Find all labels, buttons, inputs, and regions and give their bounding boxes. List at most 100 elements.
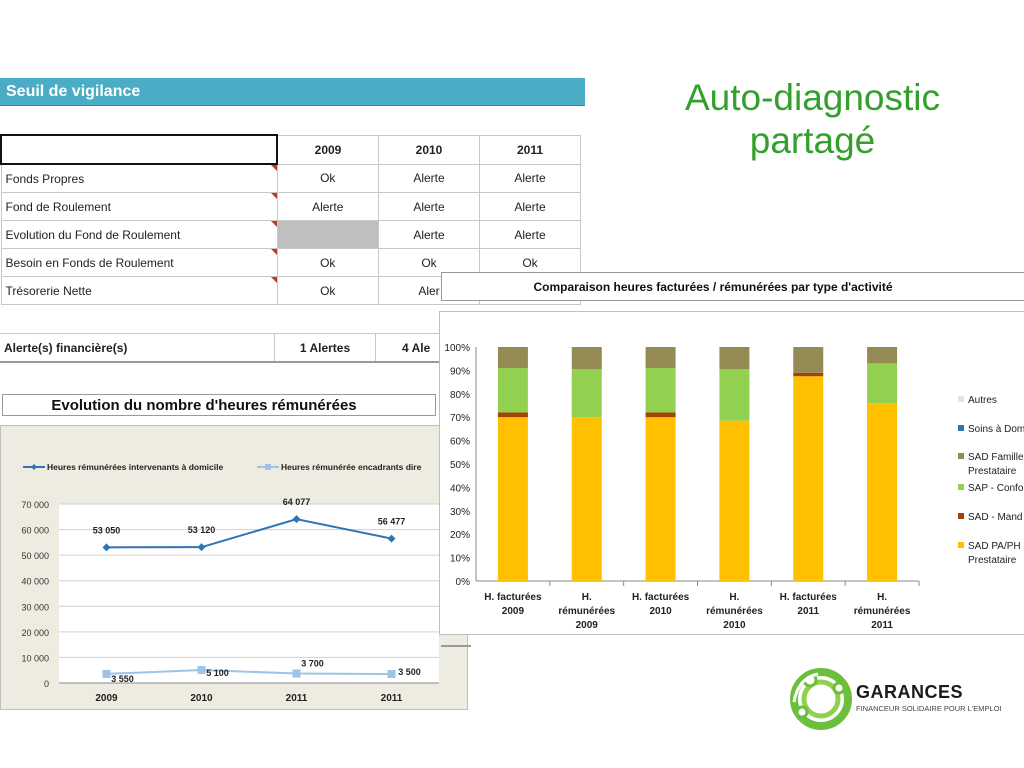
cell-value[interactable]: Ok (276, 248, 379, 277)
slide-title: Auto-diagnostic partagé (684, 77, 941, 161)
alert-count-2009[interactable]: 1 Alertes (274, 333, 376, 363)
x-tick-label: H. (877, 592, 887, 603)
logo-name: GARANCES (856, 682, 964, 702)
cell-value[interactable]: Alerte (378, 163, 480, 193)
legend-label: Prestataire (968, 466, 1017, 477)
line-chart-title: Evolution du nombre d'heures rémunérées (2, 394, 436, 416)
legend-label: Heures rémunérées intervenants à domicil… (47, 462, 223, 472)
data-label: 64 077 (283, 497, 311, 507)
comment-indicator[interactable] (270, 249, 277, 255)
y-tick-label: 10 000 (21, 653, 49, 663)
bar-segment (867, 347, 898, 364)
comment-indicator[interactable] (270, 221, 277, 227)
x-tick-label: 2011 (286, 693, 308, 704)
x-tick-label: 2010 (190, 693, 213, 704)
bar-segment (645, 417, 676, 581)
x-tick-label: 2011 (381, 693, 403, 704)
legend-swatch (958, 425, 964, 431)
row-label: Besoin en Fonds de Roulement (5, 255, 174, 270)
legend-label: SAD Famille (968, 452, 1024, 463)
legend-label: SAD - Mand (968, 512, 1022, 523)
cell-value[interactable]: Alerte (378, 220, 480, 249)
bar-segment (719, 369, 750, 421)
cell-value[interactable]: Alerte (276, 192, 379, 221)
x-tick-label: 2011 (871, 620, 893, 631)
line-chart-panel[interactable]: 0 10 000 20 000 30 000 40 000 50 000 60 000 70 … (0, 425, 468, 710)
bar-segment (571, 417, 602, 581)
vigilance-header: Seuil de vigilance (0, 78, 585, 106)
data-label: 3 550 (111, 674, 134, 684)
data-label: 5 100 (206, 668, 229, 678)
cell-value[interactable]: Alerte (479, 192, 581, 221)
bar-segment (645, 368, 676, 413)
year-header-2011[interactable]: 2011 (479, 134, 581, 165)
y-tick-label: 30 000 (21, 602, 49, 612)
panel-edge (441, 635, 471, 647)
bar-segment (719, 420, 750, 581)
table-header-row: 2009 2010 2011 (0, 134, 581, 165)
y-tick-label: 0 (44, 679, 49, 689)
bar-segment (497, 412, 528, 418)
row-label: Evolution du Fond de Roulement (5, 227, 181, 242)
y-tick-label: 60% (450, 437, 470, 448)
x-tick-label: 2010 (649, 606, 672, 617)
y-tick-label: 50 000 (21, 551, 49, 561)
alert-label[interactable]: Alerte(s) financière(s) (0, 333, 275, 363)
cell-value[interactable]: Ok (276, 163, 379, 193)
bar-segment (571, 369, 602, 418)
bar-segment (645, 412, 676, 418)
year-header-2010[interactable]: 2010 (378, 134, 480, 165)
legend-marker (265, 464, 271, 470)
cell-value-empty[interactable] (276, 220, 379, 249)
table-row: Evolution du Fond de Roulement Alerte Al… (0, 220, 581, 249)
year-header-2009[interactable]: 2009 (276, 134, 379, 165)
series-line (106, 518, 392, 549)
garances-logo-icon (790, 668, 852, 730)
alert-summary-table: Alerte(s) financière(s) 1 Alertes 4 Ale (0, 333, 498, 363)
data-label: 53 120 (188, 525, 216, 535)
y-tick-label: 30% (450, 507, 470, 518)
legend-label: Autres (968, 395, 997, 406)
line-chart: 0 10 000 20 000 30 000 40 000 50 000 60 000 70 … (21, 462, 439, 704)
y-tick-label: 20 000 (21, 628, 49, 638)
bar-segment (867, 403, 898, 581)
data-point (292, 515, 301, 524)
cell-value[interactable]: Alerte (479, 163, 581, 193)
data-label: 3 700 (301, 659, 324, 669)
data-label: 3 500 (398, 667, 421, 677)
x-tick-label: rémunérées (854, 606, 911, 617)
series-line (106, 668, 392, 676)
bar-segment (497, 368, 528, 413)
comment-indicator[interactable] (270, 165, 277, 171)
legend-swatch (958, 453, 964, 459)
x-tick-label: 2010 (723, 620, 746, 631)
data-point (387, 670, 396, 679)
selected-cell[interactable] (0, 134, 278, 165)
cell-value[interactable]: Alerte (479, 220, 581, 249)
data-point (102, 543, 111, 552)
x-tick-label: rémunérées (706, 606, 763, 617)
x-tick-label: H. (729, 592, 739, 603)
comment-indicator[interactable] (270, 193, 277, 199)
legend-label: Soins à Dom (968, 424, 1024, 435)
y-tick-label: 0% (456, 577, 471, 588)
x-tick-label: H. facturées (632, 592, 690, 603)
legend-swatch (958, 396, 964, 402)
x-tick-label: H. (582, 592, 592, 603)
bar-segment (719, 347, 750, 370)
legend-label: Heures rémunérée encadrants dire (281, 462, 422, 472)
y-tick-label: 70 000 (21, 500, 49, 510)
y-tick-label: 50% (450, 460, 470, 471)
x-tick-label: 2009 (576, 620, 599, 631)
y-tick-label: 40 000 (21, 577, 49, 587)
table-row: Fond de Roulement Alerte Alerte Alerte (0, 192, 581, 221)
bar-segment (793, 372, 824, 377)
cell-value[interactable]: Alerte (378, 192, 480, 221)
comment-indicator[interactable] (270, 277, 277, 283)
bar-segment (793, 347, 824, 373)
bar-chart-panel[interactable]: 0% 10% 20% 30% 40% 50% 60% 70% 80% 90% 100% H. fact… (439, 311, 1024, 635)
logo-tagline: FINANCEUR SOLIDAIRE POUR L'EMPLOI (856, 704, 1002, 713)
cell-value[interactable]: Ok (276, 276, 379, 305)
y-tick-label: 80% (450, 390, 470, 401)
bar-segment (497, 347, 528, 369)
